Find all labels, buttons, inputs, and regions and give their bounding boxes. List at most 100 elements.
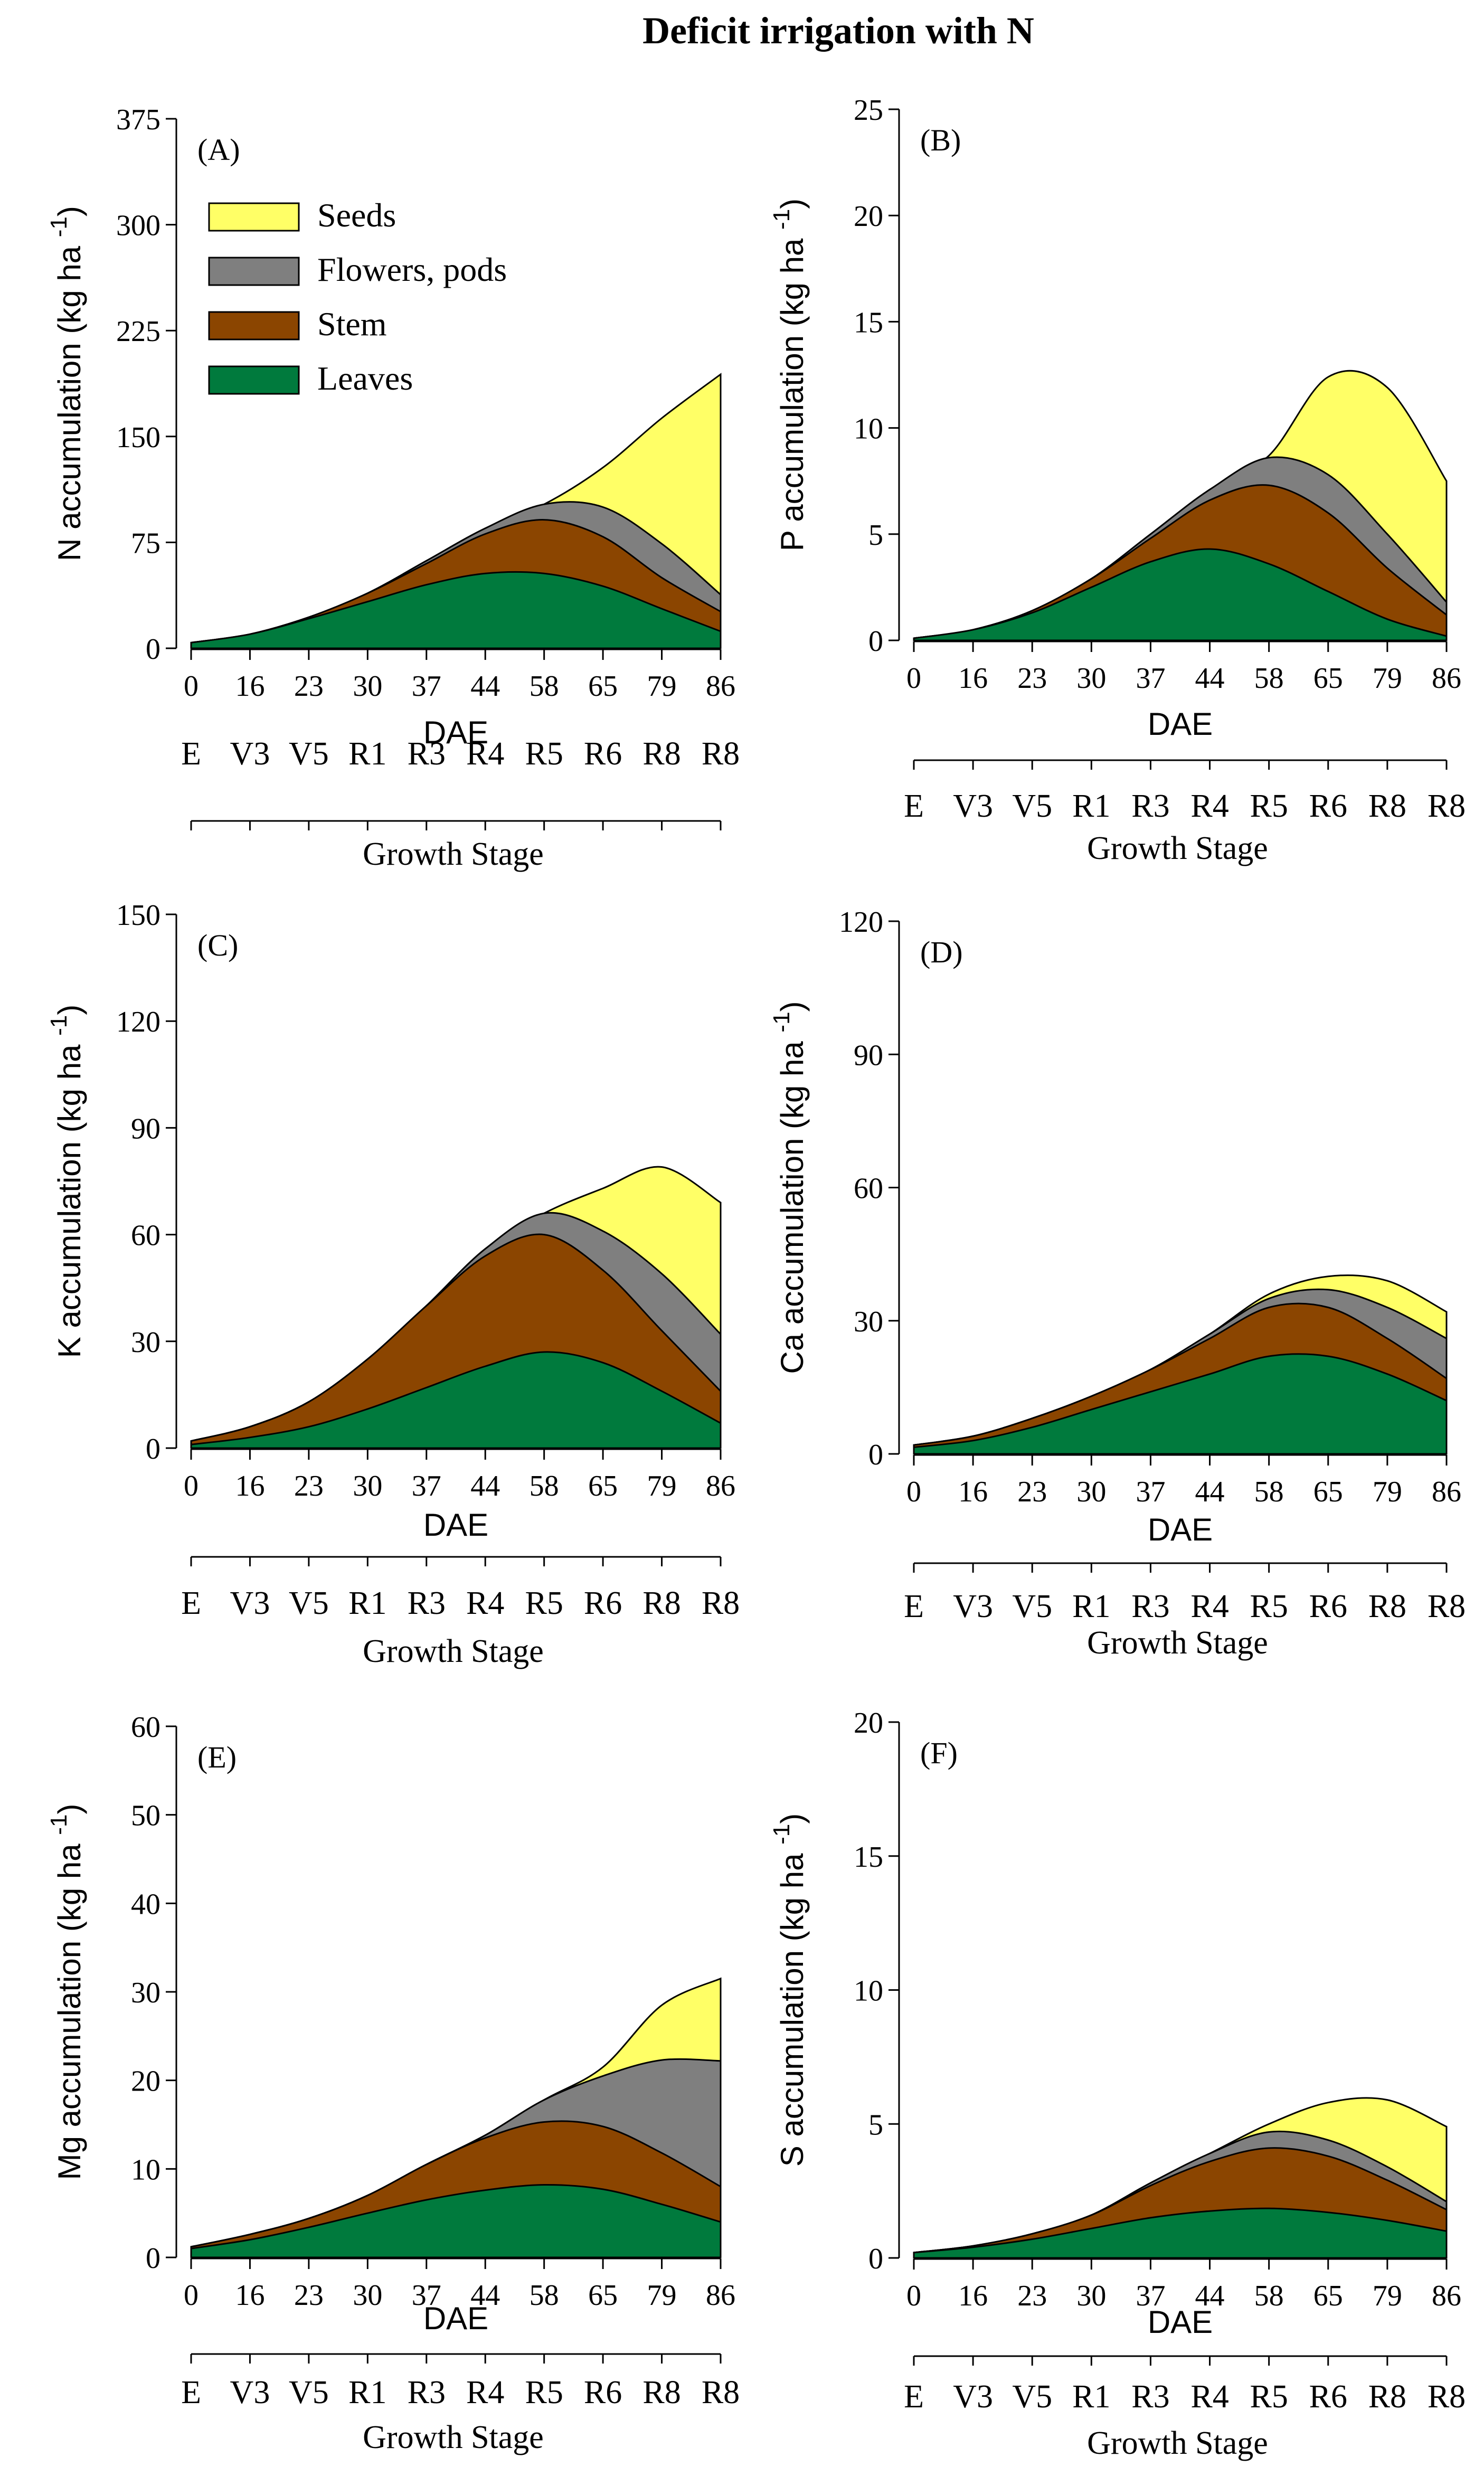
y-tick-label: 0 bbox=[868, 1439, 883, 1471]
x-tick-label: 30 bbox=[353, 2279, 382, 2312]
stage-tick-label: E bbox=[181, 1585, 201, 1621]
x-tick-label: 16 bbox=[235, 2279, 264, 2312]
x-tick-label: 23 bbox=[294, 670, 324, 703]
x-tick-label: 65 bbox=[588, 670, 618, 703]
y-axis-title: N accumulation (kg ha -1) bbox=[46, 206, 87, 561]
stage-tick-label: R6 bbox=[584, 2375, 622, 2411]
stage-tick-label: V5 bbox=[289, 1585, 329, 1621]
stage-tick-label: R8 bbox=[1428, 2379, 1466, 2415]
y-axis-title: S accumulation (kg ha -1) bbox=[769, 1813, 810, 2167]
panel-label: (A) bbox=[197, 133, 240, 167]
x-tick-label: 58 bbox=[530, 670, 559, 703]
x-tick-label: 58 bbox=[530, 1470, 559, 1502]
y-tick-label: 5 bbox=[868, 2109, 883, 2141]
y-tick-label: 10 bbox=[131, 2153, 160, 2186]
stage-tick-label: R6 bbox=[1309, 2379, 1347, 2415]
stage-tick-label: V5 bbox=[1012, 1589, 1052, 1624]
y-tick-label: 120 bbox=[839, 906, 883, 939]
y-tick-label: 60 bbox=[131, 1220, 160, 1252]
y-axis-title: Ca accumulation (kg ha -1) bbox=[769, 1001, 810, 1374]
legend-label: Flowers, pods bbox=[317, 251, 507, 288]
panel-label: (E) bbox=[197, 1740, 237, 1774]
x-tick-label: 58 bbox=[1254, 662, 1284, 695]
y-tick-label: 20 bbox=[854, 1707, 883, 1740]
x-tick-label: 86 bbox=[1432, 662, 1461, 695]
legend-label: Seeds bbox=[317, 196, 396, 234]
x-tick-label: 30 bbox=[1076, 662, 1106, 695]
y-tick-label: 120 bbox=[116, 1006, 160, 1038]
stage-tick-label: R4 bbox=[466, 736, 504, 772]
stage-tick-label: R1 bbox=[348, 736, 386, 772]
y-tick-label: 30 bbox=[854, 1306, 883, 1338]
y-tick-label: 20 bbox=[854, 200, 883, 233]
area-leaves bbox=[190, 571, 722, 649]
stage-tick-label: V5 bbox=[289, 736, 329, 772]
stage-tick-label: R8 bbox=[1368, 2379, 1406, 2415]
x-tick-label: 30 bbox=[1076, 2280, 1106, 2312]
legend-swatch bbox=[208, 257, 300, 286]
stage-tick-label: R1 bbox=[348, 2375, 386, 2411]
stage-tick-label: V5 bbox=[289, 2375, 329, 2411]
x-tick-label: 44 bbox=[470, 2279, 500, 2312]
stage-tick-label: R6 bbox=[1309, 788, 1347, 824]
stage-tick-label: V3 bbox=[230, 2375, 270, 2411]
x-axis-title: DAE bbox=[1148, 2304, 1213, 2340]
stage-tick-label: R3 bbox=[408, 736, 446, 772]
stage-axis-title: Growth Stage bbox=[1087, 830, 1268, 866]
legend-label: Stem bbox=[317, 305, 387, 343]
y-tick-label: 10 bbox=[854, 413, 883, 446]
stage-tick-label: R1 bbox=[1072, 2379, 1110, 2415]
x-tick-label: 37 bbox=[1136, 1476, 1165, 1508]
x-tick-label: 0 bbox=[184, 670, 199, 703]
y-axis-title: P accumulation (kg ha -1) bbox=[769, 198, 810, 551]
stage-tick-label: V3 bbox=[230, 1585, 270, 1621]
x-tick-label: 37 bbox=[1136, 2280, 1165, 2312]
x-tick-label: 44 bbox=[1195, 662, 1225, 695]
x-tick-label: 44 bbox=[470, 670, 500, 703]
x-tick-label: 0 bbox=[906, 662, 921, 695]
y-tick-label: 0 bbox=[868, 2243, 883, 2275]
stage-axis-title: Growth Stage bbox=[1087, 1625, 1268, 1661]
x-tick-label: 30 bbox=[1076, 1476, 1106, 1508]
stage-tick-label: R5 bbox=[1250, 788, 1288, 824]
x-tick-label: 0 bbox=[184, 2279, 199, 2312]
stage-tick-label: R8 bbox=[1428, 788, 1466, 824]
x-tick-label: 44 bbox=[1195, 1476, 1225, 1508]
y-axis-title: K accumulation (kg ha -1) bbox=[46, 1005, 87, 1358]
y-axis-title: Mg accumulation (kg ha -1) bbox=[46, 1804, 87, 2180]
x-tick-label: 86 bbox=[1432, 1476, 1461, 1508]
x-tick-label: 16 bbox=[958, 1476, 988, 1508]
y-tick-label: 10 bbox=[854, 1975, 883, 2008]
stage-tick-label: R5 bbox=[1250, 2379, 1288, 2415]
area-leaves bbox=[190, 2183, 722, 2258]
y-tick-label: 225 bbox=[116, 315, 160, 348]
stage-tick-label: R4 bbox=[466, 1585, 504, 1621]
stage-tick-label: R4 bbox=[466, 2375, 504, 2411]
x-axis-title: DAE bbox=[423, 2301, 488, 2336]
x-tick-label: 16 bbox=[958, 662, 988, 695]
y-tick-label: 0 bbox=[146, 1433, 160, 1466]
stage-tick-label: E bbox=[904, 1589, 924, 1624]
stage-tick-label: E bbox=[904, 788, 924, 824]
y-tick-label: 60 bbox=[131, 1711, 160, 1744]
stage-tick-label: R5 bbox=[525, 1585, 563, 1621]
x-tick-label: 79 bbox=[1373, 1476, 1402, 1508]
x-tick-label: 37 bbox=[412, 2279, 441, 2312]
stage-tick-label: R1 bbox=[1072, 788, 1110, 824]
stage-tick-label: V5 bbox=[1012, 788, 1052, 824]
stage-tick-label: R8 bbox=[1368, 788, 1406, 824]
stage-tick-label: R8 bbox=[702, 736, 740, 772]
x-tick-label: 23 bbox=[294, 2279, 324, 2312]
stage-tick-label: R5 bbox=[1250, 1589, 1288, 1624]
legend-label: Leaves bbox=[317, 360, 413, 397]
legend-swatch bbox=[208, 311, 300, 341]
x-tick-label: 44 bbox=[1195, 2280, 1225, 2312]
stage-axis-title: Growth Stage bbox=[363, 836, 544, 872]
stage-axis-title: Growth Stage bbox=[363, 2419, 544, 2455]
y-tick-label: 150 bbox=[116, 899, 160, 932]
stage-tick-label: V3 bbox=[953, 788, 993, 824]
x-tick-label: 79 bbox=[1373, 662, 1402, 695]
stage-tick-label: E bbox=[181, 736, 201, 772]
x-tick-label: 79 bbox=[1373, 2280, 1402, 2312]
